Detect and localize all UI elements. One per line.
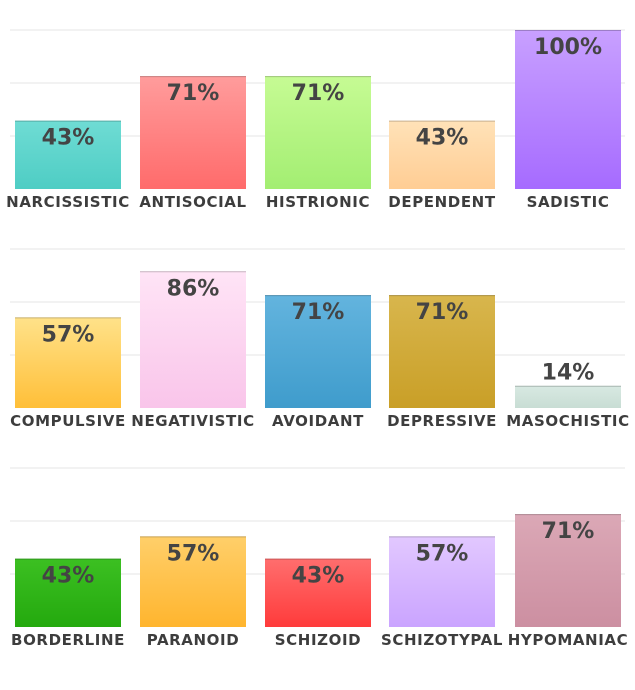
category-label: PARANOID	[147, 631, 240, 649]
bar-sadistic	[515, 30, 621, 189]
bar-avoidant	[265, 295, 371, 408]
data-label: 14%	[542, 361, 595, 386]
bar-histrionic	[265, 76, 371, 189]
bar-antisocial	[140, 76, 246, 189]
category-label: DEPENDENT	[388, 193, 496, 211]
category-label: DEPRESSIVE	[387, 412, 497, 430]
data-label: 57%	[416, 541, 469, 566]
category-label: NEGATIVISTIC	[131, 412, 254, 430]
category-label: NARCISSISTIC	[6, 193, 130, 211]
bar-borderline	[15, 558, 121, 627]
data-label: 57%	[42, 322, 95, 347]
bar-hypomaniac	[515, 514, 621, 627]
chart-panel-1: 43% NARCISSISTIC 71% ANTISOCIAL 71% HISTRIONI…	[6, 29, 625, 211]
category-label: HISTRIONIC	[266, 193, 370, 211]
bar-dependent	[389, 120, 495, 189]
category-label: SADISTIC	[527, 193, 610, 211]
data-label: 43%	[416, 126, 469, 151]
data-label: 71%	[292, 81, 345, 106]
category-label: SCHIZOID	[275, 631, 361, 649]
category-label: SCHIZOTYPAL	[381, 631, 503, 649]
category-label: BORDERLINE	[11, 631, 125, 649]
chart-panel-2: 57% COMPULSIVE 86% NEGATIVISTIC 71% AVOIDANT 7…	[10, 248, 629, 430]
data-label: 71%	[542, 519, 595, 544]
data-label: 43%	[292, 564, 345, 589]
data-label: 71%	[292, 300, 345, 325]
category-label: COMPULSIVE	[10, 412, 126, 430]
bar-narcissistic	[15, 120, 121, 189]
data-label: 86%	[167, 276, 220, 301]
category-label: ANTISOCIAL	[139, 193, 246, 211]
bar-schizotypal	[389, 536, 495, 627]
category-label: AVOIDANT	[272, 412, 364, 430]
data-label: 71%	[167, 81, 220, 106]
category-label: MASOCHISTIC	[506, 412, 629, 430]
data-label: 71%	[416, 300, 469, 325]
data-label: 43%	[42, 564, 95, 589]
bar-paranoid	[140, 536, 246, 627]
chart-panel-3: 43% BORDERLINE 57% PARANOID 43% SCHIZOID 57% SC…	[10, 467, 628, 649]
data-label: 57%	[167, 541, 220, 566]
bar-compulsive	[15, 317, 121, 408]
bar-negativistic	[140, 271, 246, 408]
bar-depressive	[389, 295, 495, 408]
bar-masochistic	[515, 385, 621, 408]
bar-schizoid	[265, 558, 371, 627]
data-label: 43%	[42, 126, 95, 151]
data-label: 100%	[534, 35, 602, 60]
category-label: HYPOMANIAC	[508, 631, 628, 649]
